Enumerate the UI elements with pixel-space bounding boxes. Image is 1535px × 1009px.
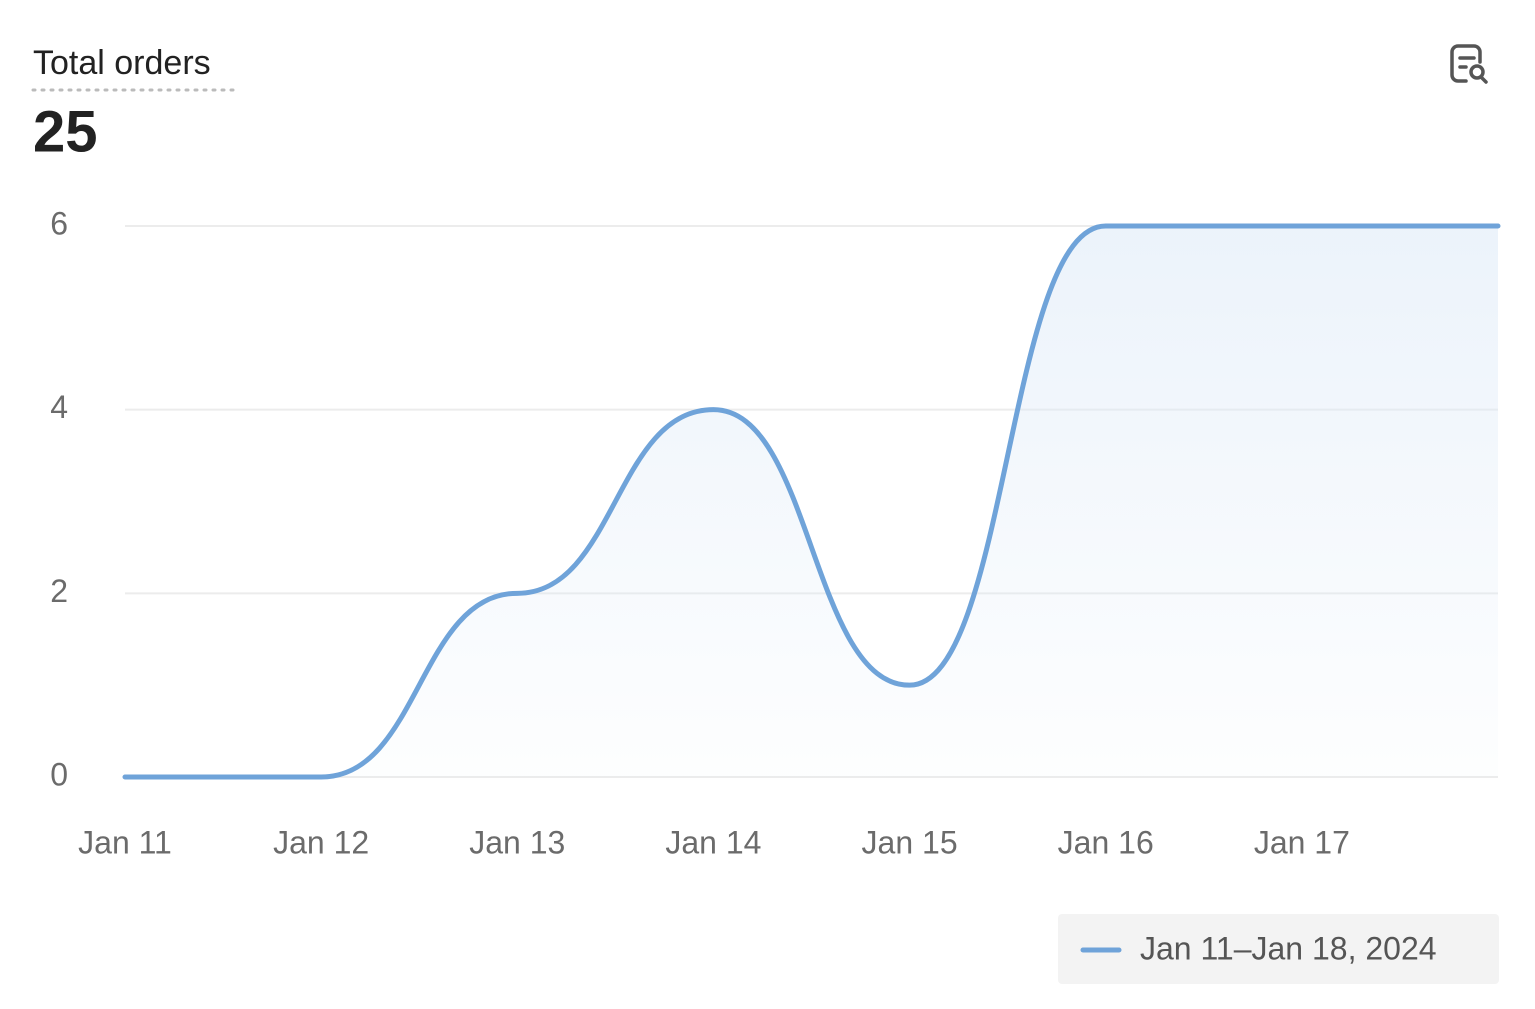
x-tick-label: Jan 12: [273, 824, 369, 860]
line: [122, 223, 1501, 780]
chart-title[interactable]: Total orders: [33, 44, 211, 82]
x-tick-label: Jan 15: [862, 824, 958, 860]
x-tick-label: Jan 14: [665, 824, 761, 860]
y-tick-label: 6: [50, 205, 68, 241]
explore-icon[interactable]: [1450, 44, 1488, 84]
x-tick-label: Jan 11: [78, 824, 172, 860]
summary-value: 25: [33, 99, 98, 164]
x-tick-label: Jan 17: [1254, 824, 1350, 860]
legend-label[interactable]: Jan 11–Jan 18, 2024: [1140, 930, 1437, 966]
y-tick-label: 4: [50, 389, 68, 425]
x-tick-label: Jan 16: [1058, 824, 1154, 860]
x-tick-label: Jan 13: [469, 824, 565, 860]
legend: [1058, 914, 1499, 984]
y-tick-label: 0: [50, 756, 68, 792]
y-tick-label: 2: [50, 573, 68, 609]
area: [125, 226, 1498, 777]
